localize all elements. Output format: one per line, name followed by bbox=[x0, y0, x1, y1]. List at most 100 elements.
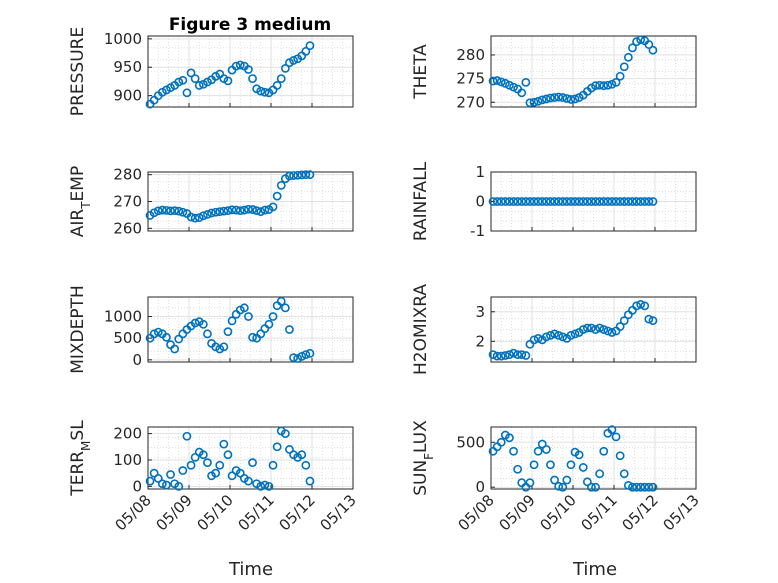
data-point bbox=[554, 331, 564, 340]
data-point bbox=[223, 450, 233, 460]
data-point bbox=[186, 212, 196, 222]
data-point bbox=[492, 197, 502, 206]
y-axis-label: AIRTEMP bbox=[68, 166, 93, 237]
data-point bbox=[166, 206, 175, 216]
subplot-h2omixra: 2 3 H2OMIXRA bbox=[411, 284, 697, 375]
data-point bbox=[178, 207, 188, 217]
y-tick-label: 0 bbox=[132, 477, 142, 495]
data-point bbox=[488, 350, 498, 360]
data-point bbox=[603, 326, 613, 336]
data-point bbox=[496, 197, 506, 206]
data-point bbox=[562, 197, 572, 206]
data-point bbox=[546, 93, 555, 103]
data-point bbox=[636, 197, 646, 206]
y-tick-label: 0 bbox=[132, 351, 142, 369]
data-point bbox=[215, 460, 225, 470]
data-point bbox=[509, 197, 518, 206]
data-point bbox=[178, 466, 188, 475]
data-point bbox=[280, 429, 290, 438]
data-point bbox=[235, 468, 245, 478]
data-point bbox=[305, 170, 315, 180]
data-point bbox=[190, 213, 200, 223]
data-point bbox=[550, 197, 559, 206]
data-point bbox=[591, 81, 600, 91]
data-point bbox=[496, 437, 506, 447]
data-point bbox=[554, 197, 564, 206]
data-point bbox=[591, 197, 600, 206]
x-tick-label: 05/10 bbox=[537, 491, 580, 534]
y-tick-label: 270 bbox=[113, 193, 142, 211]
data-point bbox=[591, 482, 600, 492]
data-point bbox=[619, 316, 629, 326]
data-point bbox=[599, 325, 609, 334]
x-tick-label: 05/13 bbox=[660, 491, 703, 534]
axes-box bbox=[147, 296, 354, 363]
x-axis-label-right: Time bbox=[572, 559, 617, 580]
y-tick-label: 270 bbox=[456, 93, 485, 111]
data-point bbox=[297, 450, 307, 460]
data-point bbox=[623, 481, 633, 490]
data-point bbox=[219, 439, 229, 449]
data-point bbox=[248, 205, 257, 214]
data-point bbox=[566, 460, 576, 470]
y-axis-label: H2OMIXRA bbox=[411, 284, 431, 375]
data-point bbox=[607, 197, 617, 206]
data-point bbox=[149, 208, 159, 218]
data-point bbox=[648, 45, 658, 55]
data-point bbox=[533, 333, 543, 343]
data-point bbox=[198, 211, 208, 221]
data-point bbox=[289, 56, 298, 65]
data-point bbox=[256, 329, 266, 339]
data-point bbox=[145, 476, 155, 486]
data-point bbox=[149, 468, 159, 478]
data-point bbox=[272, 442, 282, 452]
y-tick-label: 0 bbox=[475, 478, 485, 496]
x-tick-label: 05/11 bbox=[578, 491, 621, 534]
y-axis-label: PRESSURE bbox=[68, 27, 88, 116]
data-point bbox=[558, 93, 568, 102]
data-point bbox=[550, 475, 559, 485]
data-point bbox=[260, 480, 270, 490]
data-point bbox=[619, 197, 629, 206]
data-point bbox=[190, 452, 200, 462]
data-point bbox=[517, 350, 527, 360]
data-point bbox=[595, 469, 605, 479]
y-axis-label: MIXDEPTH bbox=[68, 285, 88, 374]
data-point bbox=[203, 329, 212, 339]
data-point bbox=[492, 76, 502, 85]
data-point bbox=[190, 74, 200, 83]
data-point bbox=[603, 80, 613, 90]
y-tick-label: 1000 bbox=[104, 308, 142, 326]
y-tick-label: 275 bbox=[456, 70, 485, 88]
y-tick-label: 200 bbox=[113, 425, 142, 443]
data-point bbox=[203, 209, 212, 219]
data-point bbox=[644, 314, 654, 324]
data-point bbox=[500, 351, 510, 360]
data-point bbox=[640, 482, 650, 492]
y-tick-label: -1 bbox=[470, 222, 485, 240]
data-point bbox=[194, 213, 204, 222]
y-tick-label: 900 bbox=[113, 87, 142, 105]
data-point bbox=[517, 88, 527, 98]
x-tick-label: 05/12 bbox=[619, 491, 662, 534]
data-point bbox=[513, 464, 523, 474]
data-point bbox=[215, 207, 225, 217]
data-point bbox=[488, 76, 498, 86]
data-point bbox=[182, 431, 192, 441]
data-point bbox=[550, 329, 559, 339]
data-point bbox=[578, 325, 588, 334]
data-point bbox=[582, 323, 592, 333]
data-point bbox=[632, 197, 641, 206]
x-tick-label: 05/13 bbox=[317, 491, 360, 534]
axes-box bbox=[490, 426, 697, 490]
y-tick-label: 280 bbox=[113, 166, 142, 184]
data-point bbox=[615, 451, 625, 461]
data-point bbox=[219, 342, 229, 352]
data-point bbox=[648, 482, 658, 492]
data-point bbox=[182, 88, 192, 98]
data-point bbox=[252, 206, 262, 216]
axes-box bbox=[490, 296, 697, 363]
data-point bbox=[541, 94, 551, 104]
data-point bbox=[280, 303, 290, 313]
